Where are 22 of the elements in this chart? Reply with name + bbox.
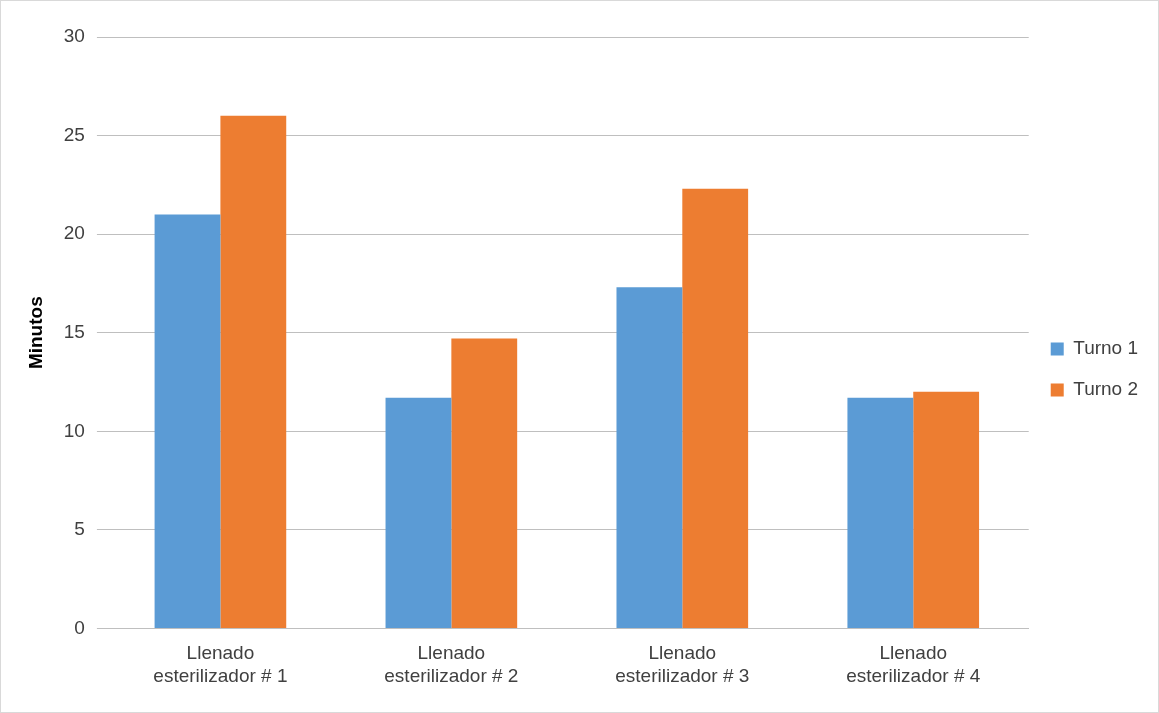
- y-tick-label: 20: [63, 222, 85, 244]
- y-tick-label: 30: [63, 25, 85, 47]
- bar: [913, 391, 980, 628]
- y-tick-label: 15: [63, 320, 85, 342]
- y-tick-label: 0: [74, 616, 85, 638]
- bar: [682, 188, 749, 628]
- legend-label: Turno 2: [1073, 378, 1139, 400]
- y-tick-label: 10: [63, 419, 85, 441]
- x-tick-label: Llenado esterilizador # 3: [615, 642, 750, 686]
- legend-label: Turno 1: [1073, 337, 1139, 359]
- bar: [385, 397, 452, 628]
- y-tick-label: 25: [63, 123, 85, 145]
- x-tick-label: Llenado esterilizador # 1: [153, 642, 288, 686]
- bar: [847, 397, 914, 628]
- bar: [220, 115, 287, 628]
- bar: [451, 338, 518, 628]
- x-tick-label: Llenado esterilizador # 2: [384, 642, 519, 686]
- bar: [154, 214, 221, 628]
- x-tick-label: Llenado esterilizador # 4: [846, 642, 981, 686]
- y-tick-label: 5: [74, 518, 85, 540]
- bar: [616, 287, 683, 628]
- y-axis-title: Minutos: [24, 296, 46, 370]
